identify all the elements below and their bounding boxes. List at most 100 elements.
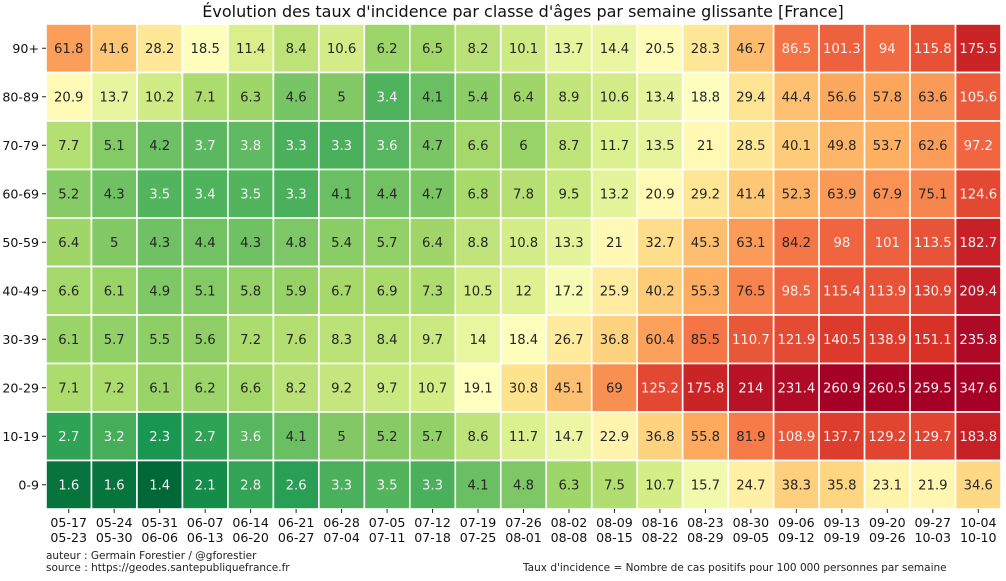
heatmap-cell bbox=[636, 23, 684, 74]
x-tick-label-start: 05-31 bbox=[141, 515, 178, 530]
cell-value-label: 3.4 bbox=[377, 90, 398, 105]
x-tick-label-end: 06-13 bbox=[187, 530, 224, 545]
heatmap-cell bbox=[909, 362, 957, 413]
heatmap-cell bbox=[499, 362, 548, 413]
cell-value-label: 3.3 bbox=[331, 478, 352, 493]
cell-value-label: 2.6 bbox=[286, 478, 307, 493]
cell-value-label: 30.8 bbox=[509, 381, 538, 396]
heatmap-cell bbox=[590, 362, 638, 413]
heatmap-cell bbox=[227, 217, 275, 268]
cell-value-label: 40.2 bbox=[645, 284, 674, 299]
heatmap-cell bbox=[909, 71, 957, 122]
cell-value-label: 7.1 bbox=[58, 381, 79, 396]
cell-value-label: 35.8 bbox=[827, 478, 856, 493]
x-tick-label-start: 09-13 bbox=[824, 515, 861, 530]
heatmap-cell bbox=[318, 314, 366, 365]
cell-value-label: 8.6 bbox=[468, 430, 489, 445]
x-tick-label-start: 08-23 bbox=[687, 515, 724, 530]
x-tick-label-start: 08-02 bbox=[551, 515, 588, 530]
heatmap-cell bbox=[772, 120, 820, 171]
cell-value-label: 8.2 bbox=[286, 381, 307, 396]
cell-value-label: 84.2 bbox=[782, 236, 811, 251]
heatmap-cell bbox=[45, 168, 93, 219]
heatmap-cell bbox=[181, 120, 229, 171]
heatmap-cell bbox=[954, 23, 1002, 74]
cell-value-label: 10.6 bbox=[327, 42, 356, 57]
cell-value-label: 98.5 bbox=[782, 284, 811, 299]
cell-value-label: 183.8 bbox=[959, 430, 997, 445]
heatmap-cell bbox=[136, 71, 184, 122]
cell-value-label: 10.7 bbox=[418, 381, 447, 396]
x-tick-label-start: 09-20 bbox=[869, 515, 906, 530]
heatmap-cell bbox=[272, 168, 320, 219]
cell-value-label: 10.1 bbox=[509, 42, 538, 57]
heatmap-cell bbox=[454, 168, 502, 219]
heatmap-cell bbox=[45, 362, 93, 413]
cell-value-label: 22.9 bbox=[600, 430, 629, 445]
heatmap-cell bbox=[545, 459, 593, 510]
heatmap-cell bbox=[636, 217, 684, 268]
cell-value-label: 24.7 bbox=[736, 478, 765, 493]
cell-value-label: 20.5 bbox=[645, 42, 674, 57]
incidence-definition-note: Taux d'incidence = Nombre de cas positif… bbox=[523, 562, 947, 574]
heatmap-cell bbox=[227, 459, 275, 510]
cell-value-label: 6.2 bbox=[195, 381, 216, 396]
cell-value-label: 4.1 bbox=[468, 478, 489, 493]
cell-value-label: 4.4 bbox=[195, 236, 216, 251]
cell-value-label: 4.2 bbox=[149, 139, 170, 154]
cell-value-label: 57.8 bbox=[873, 90, 902, 105]
cell-value-label: 41.4 bbox=[736, 187, 765, 202]
heatmap-cell bbox=[954, 71, 1002, 122]
cell-value-label: 13.7 bbox=[100, 90, 129, 105]
cell-value-label: 40.1 bbox=[782, 139, 811, 154]
heatmap-cell bbox=[681, 23, 729, 74]
cell-value-label: 63.9 bbox=[827, 187, 856, 202]
cell-value-label: 6.1 bbox=[149, 381, 170, 396]
cell-value-label: 4.1 bbox=[422, 90, 443, 105]
heatmap-cell bbox=[636, 411, 684, 462]
cell-value-label: 46.7 bbox=[736, 42, 765, 57]
cell-value-label: 18.8 bbox=[691, 90, 720, 105]
cell-value-label: 2.1 bbox=[195, 478, 216, 493]
cell-value-label: 6.3 bbox=[240, 90, 261, 105]
cell-value-label: 10.2 bbox=[145, 90, 174, 105]
cell-value-label: 52.3 bbox=[782, 187, 811, 202]
cell-value-label: 13.2 bbox=[600, 187, 629, 202]
cell-value-label: 214 bbox=[738, 381, 763, 396]
cell-value-label: 5.8 bbox=[240, 284, 261, 299]
cell-value-label: 347.6 bbox=[959, 381, 997, 396]
cell-value-label: 4.8 bbox=[513, 478, 534, 493]
cell-value-label: 140.5 bbox=[823, 333, 861, 348]
heatmap-cell bbox=[181, 459, 229, 510]
x-tick-label-end: 07-04 bbox=[323, 530, 360, 545]
x-tick-label-start: 08-16 bbox=[642, 515, 679, 530]
x-tick-label-start: 08-30 bbox=[733, 515, 770, 530]
x-tick-label-start: 06-21 bbox=[278, 515, 315, 530]
cell-value-label: 9.5 bbox=[558, 187, 579, 202]
cell-value-label: 18.5 bbox=[190, 42, 219, 57]
heatmap-cell bbox=[272, 23, 320, 74]
cell-value-label: 6.6 bbox=[468, 139, 489, 154]
cell-value-label: 7.5 bbox=[604, 478, 625, 493]
heatmap-cell bbox=[272, 314, 320, 365]
cell-value-label: 4.3 bbox=[240, 236, 261, 251]
heatmap-cell bbox=[863, 23, 911, 74]
cell-value-label: 86.5 bbox=[782, 42, 811, 57]
author-credit: auteur : Germain Forestier / @gforestier bbox=[46, 550, 257, 562]
x-tick-label-start: 09-27 bbox=[914, 515, 951, 530]
heatmap-cell bbox=[818, 71, 866, 122]
heatmap-cell bbox=[454, 362, 502, 413]
cell-value-label: 7.8 bbox=[513, 187, 534, 202]
heatmap-cell bbox=[90, 459, 138, 510]
cell-value-label: 11.4 bbox=[236, 42, 265, 57]
cell-value-label: 26.7 bbox=[554, 333, 583, 348]
cell-value-label: 13.5 bbox=[645, 139, 674, 154]
cell-value-label: 3.3 bbox=[286, 139, 307, 154]
heatmap-cell bbox=[454, 411, 502, 462]
cell-value-label: 4.4 bbox=[377, 187, 398, 202]
cell-value-label: 56.6 bbox=[827, 90, 856, 105]
cell-value-label: 110.7 bbox=[732, 333, 770, 348]
cell-value-label: 4.3 bbox=[149, 236, 170, 251]
heatmap-cell bbox=[727, 217, 775, 268]
